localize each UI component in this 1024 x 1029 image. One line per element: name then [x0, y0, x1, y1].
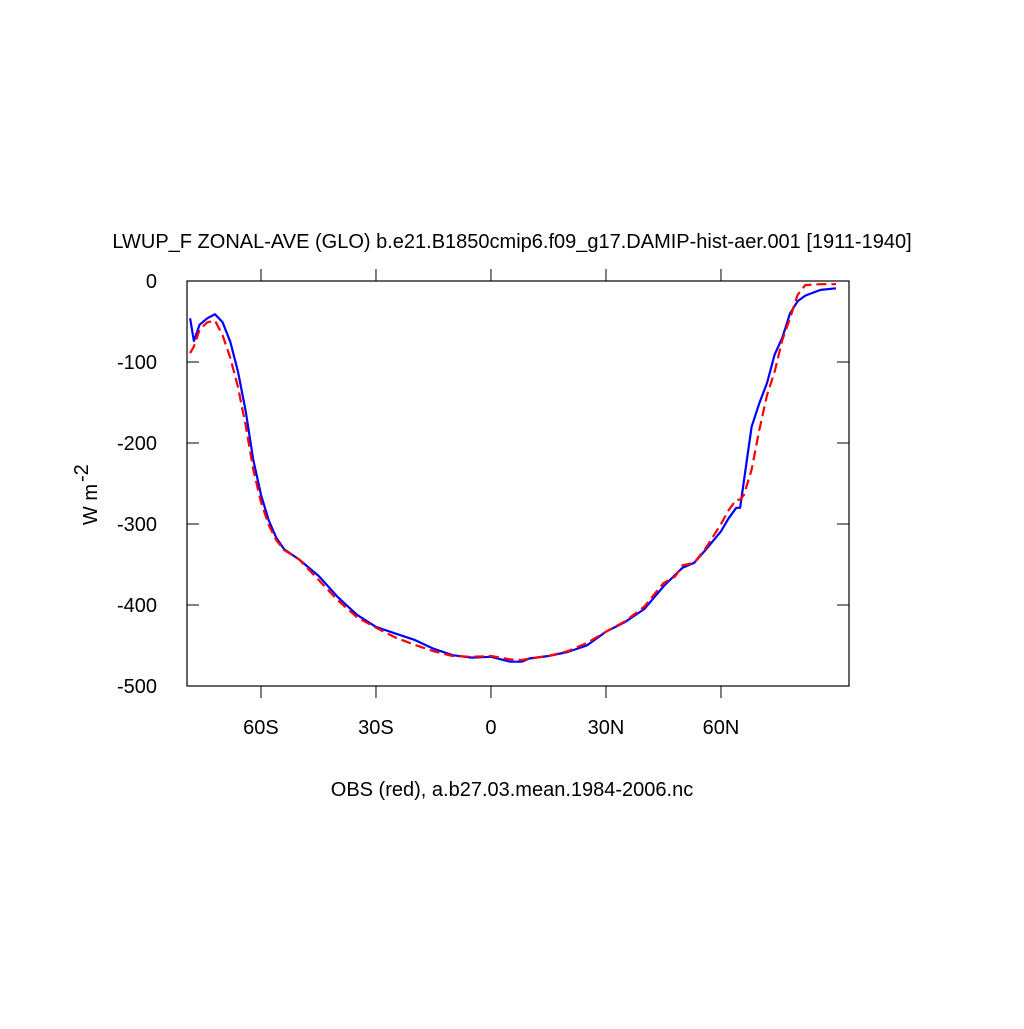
- plot-frame: [186, 280, 850, 687]
- x-tick-label: 0: [485, 717, 496, 739]
- x-tick-label: 30N: [588, 717, 625, 739]
- y-tick-label: -200: [117, 433, 157, 455]
- chart-title: LWUP_F ZONAL-AVE (GLO) b.e21.B1850cmip6.…: [112, 231, 911, 253]
- x-tick-label: 30S: [358, 717, 394, 739]
- x-axis-label: OBS (red), a.b27.03.mean.1984-2006.nc: [331, 779, 693, 801]
- y-tick-label: -100: [117, 352, 157, 374]
- y-tick-label: -500: [117, 676, 157, 698]
- series-line: [189, 283, 836, 662]
- y-tick-label: 0: [146, 271, 157, 293]
- y-tick-label: -400: [117, 595, 157, 617]
- x-tick-label: 60S: [243, 717, 279, 739]
- y-axis-label: W m: [80, 484, 102, 525]
- x-tick-label: 60N: [703, 717, 740, 739]
- series-line: [189, 287, 837, 663]
- y-tick-label: -300: [117, 514, 157, 536]
- y-axis-label-sup: -2: [71, 464, 93, 482]
- y-axis-label-group: W m -2: [71, 464, 102, 525]
